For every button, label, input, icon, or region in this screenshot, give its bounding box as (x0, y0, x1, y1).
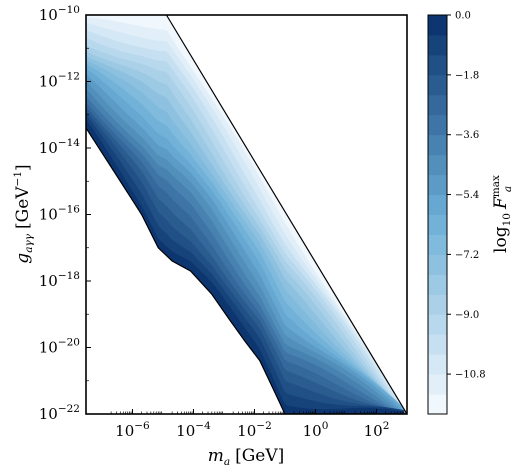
y-tick-label: 10−18 (39, 270, 80, 290)
colorbar-band (428, 354, 447, 375)
upper-boundary-line (165, 14, 408, 415)
colorbar-band (428, 94, 447, 116)
colorbar-band (428, 294, 447, 315)
colorbar-band (428, 114, 447, 136)
colorbar (428, 15, 447, 415)
y-tick-label: 10−14 (39, 137, 81, 157)
y-tick-label: 10−10 (39, 4, 80, 24)
colorbar-tick-label: −3.6 (455, 130, 479, 141)
colorbar-band (428, 334, 447, 355)
colorbar-tick-label: −10.8 (455, 370, 486, 381)
colorbar-tick-label: −7.2 (455, 250, 479, 261)
x-tick-label: 10−4 (176, 420, 211, 440)
x-tick-label: 102 (364, 420, 390, 440)
contour-region (86, 15, 405, 414)
colorbar-band (428, 134, 447, 156)
colorbar-band (428, 374, 447, 395)
colorbar-band (428, 234, 447, 255)
colorbar-band (428, 274, 447, 295)
colorbar-band (428, 34, 447, 56)
lower-boundary-line (85, 127, 286, 415)
y-tick-label: 10−20 (39, 337, 80, 357)
colorbar-tick-label: −1.8 (455, 70, 479, 81)
colorbar-band (428, 254, 447, 275)
colorbar-band (428, 194, 447, 215)
colorbar-band (428, 74, 447, 96)
colorbar-band (428, 154, 447, 176)
colorbar-band (428, 174, 447, 196)
colorbar-tick-label: −5.4 (455, 190, 479, 201)
y-tick-label: 10−22 (39, 403, 80, 423)
colorbar-tick-label: 0.0 (455, 11, 471, 22)
x-tick-label: 10−2 (237, 420, 272, 440)
region-boundaries (85, 14, 408, 415)
colorbar-band (428, 54, 447, 76)
colorbar-ticks: 0.0 −1.8 −3.6 −5.4 −7.2 −9.0 −10.8 (447, 11, 486, 381)
colorbar-band (428, 314, 447, 335)
y-tick-label: 10−16 (39, 204, 81, 224)
colorbar-band (428, 15, 447, 36)
x-axis-ticks: 10−6 10−4 10−2 100 102 (110, 409, 406, 440)
y-axis-title: gaγγ[GeV−1] (12, 164, 35, 263)
y-axis-ticks: 10−22 10−20 10−18 10−16 10−14 10−12 10−10 (39, 4, 91, 423)
colorbar-band (428, 394, 447, 415)
colorbar-frame (427, 14, 448, 415)
colorbar-title: log10Fmaxa (490, 175, 514, 253)
x-tick-label: 10−6 (115, 420, 150, 440)
colorbar-band (428, 214, 447, 235)
x-tick-label: 100 (303, 420, 329, 440)
colorbar-tick-label: −9.0 (455, 310, 479, 321)
y-tick-label: 10−12 (39, 71, 80, 91)
x-axis-title: ma [GeV] (208, 446, 285, 468)
